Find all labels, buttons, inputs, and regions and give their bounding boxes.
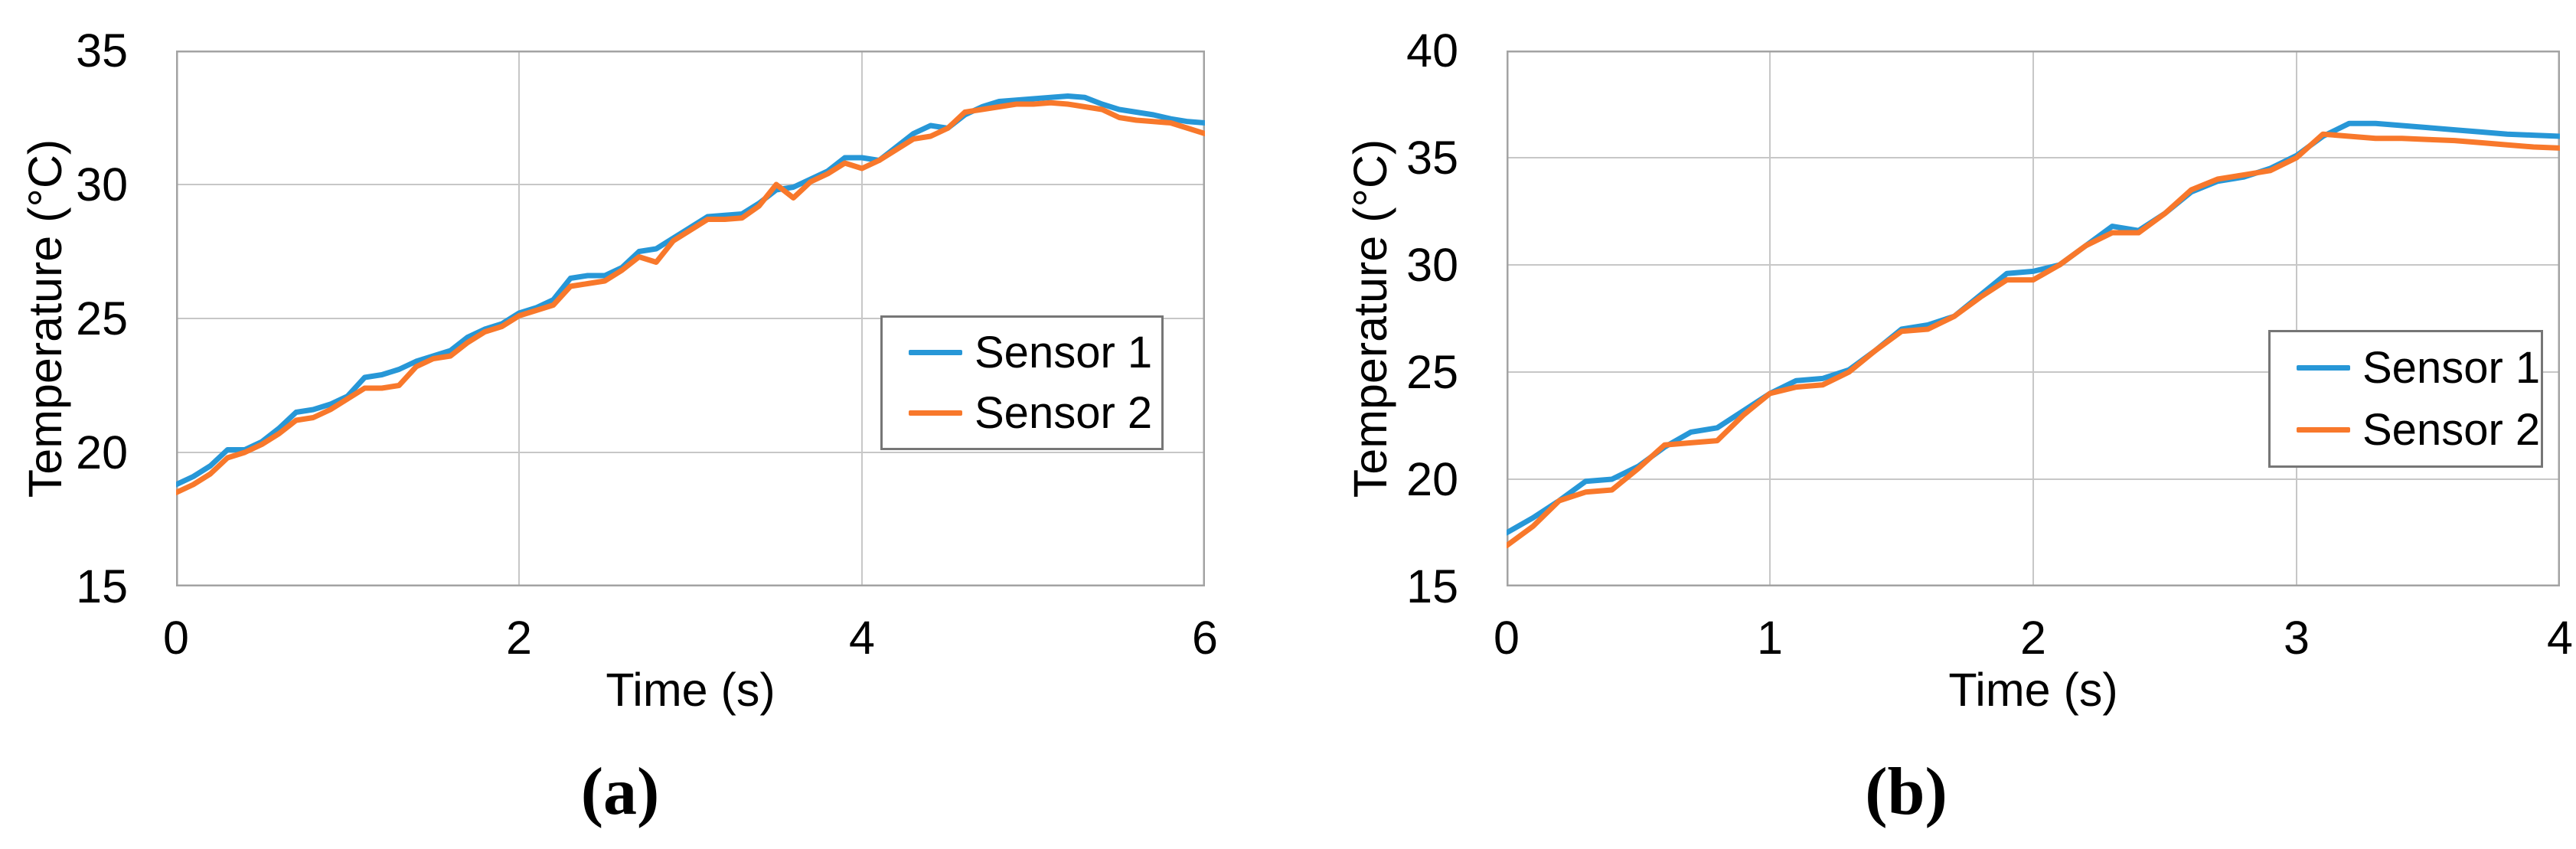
legend-label: Sensor 1: [975, 328, 1153, 377]
sensor1-line-swatch: [909, 350, 962, 355]
x-tick-label: 2: [2020, 612, 2046, 664]
plot-area: [176, 51, 1205, 586]
sensor2-line-swatch: [2297, 426, 2350, 433]
sensor1-line: [1507, 120, 2560, 536]
y-tick-label: 20: [76, 426, 128, 478]
legend-label: Sensor 1: [2362, 343, 2541, 393]
sensor2-line: [1507, 131, 2560, 549]
sensor1-line-swatch: [2297, 365, 2350, 371]
x-tick-label: 4: [849, 612, 875, 664]
plot-frame: [1507, 51, 2560, 586]
x-tick-label: 1: [1757, 612, 1783, 664]
legend-item-sensor1: Sensor 1: [2297, 342, 2541, 393]
legend-label: Sensor 2: [975, 388, 1153, 438]
x-tick-label: 0: [1494, 612, 1520, 664]
y-tick-label: 35: [1406, 132, 1458, 184]
y-tick-label: 40: [1406, 24, 1458, 77]
chart-panel-b: Temperature (°C) Time (s) Sensor 1 Senso…: [1286, 0, 2576, 849]
sensor2-line: [176, 100, 1205, 495]
legend: Sensor 1 Sensor 2: [2268, 330, 2543, 468]
legend-label: Sensor 2: [2362, 404, 2541, 455]
y-tick-label: 15: [1406, 560, 1458, 612]
legend-item-sensor1: Sensor 1: [909, 327, 1161, 378]
x-tick-label: 2: [506, 612, 532, 664]
y-tick-label: 25: [76, 292, 128, 344]
sensor2-line-swatch: [909, 410, 962, 416]
x-tick-label: 3: [2284, 612, 2310, 664]
y-tick-label: 25: [1406, 346, 1458, 398]
legend-item-sensor2: Sensor 2: [2297, 404, 2541, 456]
y-tick-label: 20: [1406, 453, 1458, 505]
y-tick-label: 15: [76, 560, 128, 612]
chart-panel-a: Temperature (°C) Time (s) Sensor 1 Senso…: [0, 0, 1286, 849]
x-tick-label: 4: [2547, 612, 2573, 664]
x-tick-label: 6: [1192, 612, 1218, 664]
figure-caption-a: (a): [580, 755, 660, 829]
y-tick-label: 30: [76, 158, 128, 211]
y-tick-label: 30: [1406, 239, 1458, 291]
plot-area: [1507, 51, 2560, 586]
x-tick-label: 0: [163, 612, 189, 664]
y-tick-label: 35: [76, 24, 128, 77]
figure-caption-b: (b): [1865, 755, 1948, 829]
legend-item-sensor2: Sensor 2: [909, 387, 1161, 439]
x-axis-title: Time (s): [1948, 664, 2118, 716]
legend: Sensor 1 Sensor 2: [880, 315, 1164, 450]
x-axis-title: Time (s): [606, 664, 775, 716]
plot-frame: [176, 51, 1205, 586]
